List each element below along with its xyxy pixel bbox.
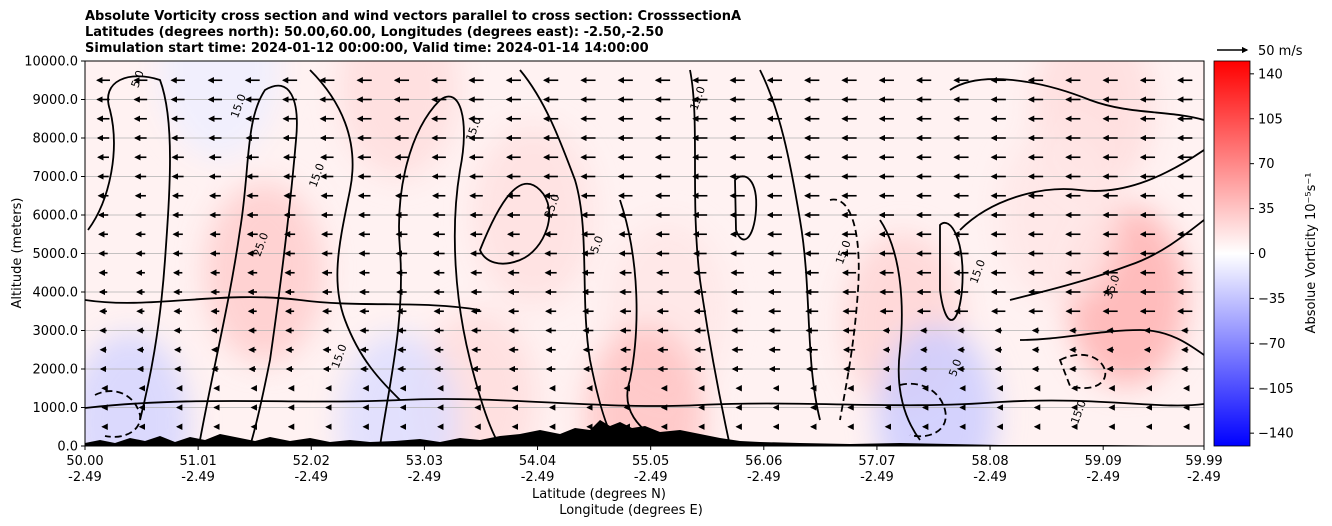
y-tick-label: 1000.0 — [33, 401, 79, 416]
x-tick-label-longitude: -2.49 — [747, 470, 781, 485]
x-tick-label-longitude: -2.49 — [860, 470, 894, 485]
y-axis: 0.0 1000.0 2000.0 3000.0 4000.0 5000.0 6000.0 7… — [24, 55, 85, 455]
colorbar-tick-label: −35 — [1258, 292, 1285, 307]
x-tick-label-latitude: 58.08 — [971, 454, 1008, 469]
y-tick-label: 9000.0 — [33, 93, 79, 108]
contour-label: 5.0 — [129, 69, 147, 90]
y-tick-label: 6000.0 — [33, 209, 79, 224]
terrain — [85, 420, 1204, 446]
x-axis-label-longitude: Longitude (degrees E) — [559, 503, 703, 518]
y-tick-label: 8000.0 — [33, 132, 79, 147]
contour-line — [899, 382, 947, 438]
y-axis-label: Altitude (meters) — [10, 198, 25, 309]
contour-line — [87, 75, 171, 421]
contour-line — [959, 149, 1204, 231]
contour-line — [879, 219, 921, 441]
x-tick-label-longitude: -2.49 — [634, 470, 668, 485]
x-tick-label-latitude: 59.99 — [1185, 454, 1222, 469]
x-tick-label-longitude: -2.49 — [68, 470, 102, 485]
y-tick-label: 5000.0 — [33, 247, 79, 262]
colorbar: 140 105 70 35 0 −35 −70 −105 −140 Absolue Vortic… — [1213, 60, 1319, 447]
contour-line — [1019, 329, 1204, 356]
chart-title-line-2: Latitudes (degrees north): 50.00,60.00, … — [85, 25, 664, 40]
contour-label: 5.0 — [588, 234, 606, 255]
y-tick-label: 3000.0 — [33, 324, 79, 339]
y-tick-label: 7000.0 — [33, 170, 79, 185]
x-tick-label-latitude: 51.01 — [180, 454, 217, 469]
x-tick-label-latitude: 57.07 — [858, 454, 895, 469]
colorbar-tick-label: −70 — [1258, 337, 1285, 352]
vorticity-field — [85, 61, 1187, 446]
x-tick-label-latitude: 52.02 — [293, 454, 330, 469]
contour-line — [949, 78, 1204, 121]
contour-line — [619, 199, 661, 441]
x-tick-label-longitude: -2.49 — [408, 470, 442, 485]
vorticity-region — [338, 332, 459, 446]
x-tick-label-longitude: -2.49 — [521, 470, 555, 485]
x-tick-label-latitude: 59.09 — [1085, 454, 1122, 469]
vorticity-region — [85, 332, 190, 446]
contour-line — [759, 69, 821, 421]
contour-line — [939, 222, 964, 321]
vorticity-region — [338, 61, 459, 178]
chart-title-line-3: Simulation start time: 2024-01-12 00:00:… — [85, 41, 649, 56]
contour-line — [199, 84, 298, 446]
x-tick-label-latitude: 56.06 — [745, 454, 782, 469]
y-tick-label: 4000.0 — [33, 286, 79, 301]
x-tick-label-longitude: -2.49 — [1086, 470, 1120, 485]
contour-line — [309, 69, 401, 401]
contour-line — [829, 198, 860, 421]
plot-area: 5.015.025.015.015.025.05.0 15.015.035.015… — [84, 60, 1205, 447]
y-tick-label: 2000.0 — [33, 363, 79, 378]
contour-label: 5.0 — [946, 357, 964, 378]
contour-line — [85, 398, 1204, 409]
colorbar-tick-label: 35 — [1258, 202, 1275, 217]
colorbar-tick-label: 0 — [1258, 247, 1266, 262]
chart-title-line-1: Absolute Vorticity cross section and win… — [85, 9, 742, 24]
x-tick-label-longitude: -2.49 — [1187, 470, 1221, 485]
contour-line — [85, 296, 481, 311]
x-tick-label-latitude: 50.00 — [66, 454, 103, 469]
colorbar-tick-label: −140 — [1258, 427, 1294, 442]
colorbar-tick-label: 105 — [1258, 112, 1283, 127]
vorticity-region — [159, 61, 280, 159]
x-tick-label-longitude: -2.49 — [294, 470, 328, 485]
wind-vectors — [96, 77, 1193, 430]
y-tick-label: 0.0 — [57, 440, 78, 455]
x-tick-label-latitude: 54.04 — [519, 454, 556, 469]
colorbar-tick-label: 70 — [1258, 157, 1275, 172]
colorbar-gradient — [1213, 60, 1251, 447]
x-tick-label-latitude: 53.03 — [406, 454, 443, 469]
contour-line — [379, 95, 501, 446]
x-tick-label-latitude: 55.05 — [632, 454, 669, 469]
x-axis-label-latitude: Latitude (degrees N) — [532, 487, 666, 502]
x-tick-label-longitude: -2.49 — [181, 470, 215, 485]
y-tick-label: 10000.0 — [24, 55, 78, 70]
colorbar-tick-label: 140 — [1258, 67, 1283, 82]
vorticity-region — [585, 325, 706, 446]
terrain-profile — [85, 420, 1204, 446]
x-tick-label-longitude: -2.49 — [973, 470, 1007, 485]
colorbar-tick-label: −105 — [1258, 382, 1294, 397]
quiver-key: 50 m/s — [1217, 44, 1303, 59]
vorticity-region — [204, 182, 325, 363]
quiver-key-label: 50 m/s — [1258, 44, 1303, 59]
colorbar-ticks: 140 105 70 35 0 −35 −70 −105 −140 — [1250, 67, 1294, 442]
x-axis: 50.00-2.4951.01-2.4952.02-2.4953.03-2.49… — [66, 446, 1223, 485]
colorbar-label: Absolue Vorticity 10⁻⁵s⁻¹ — [1304, 173, 1319, 334]
contour-line — [94, 390, 141, 438]
